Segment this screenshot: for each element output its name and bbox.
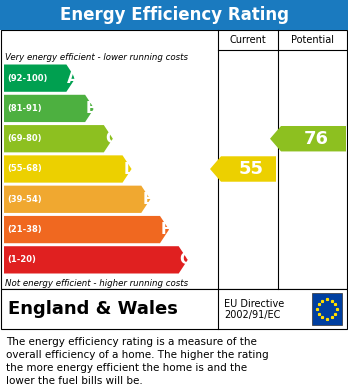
Text: Very energy efficient - lower running costs: Very energy efficient - lower running co… <box>5 53 188 62</box>
Text: (55-68): (55-68) <box>7 165 42 174</box>
Text: 2002/91/EC: 2002/91/EC <box>224 310 280 320</box>
Text: B: B <box>86 101 98 116</box>
Text: Potential: Potential <box>291 35 334 45</box>
Text: 55: 55 <box>239 160 264 178</box>
Polygon shape <box>4 125 113 152</box>
Text: (81-91): (81-91) <box>7 104 42 113</box>
Polygon shape <box>4 155 132 183</box>
Text: (1-20): (1-20) <box>7 255 36 264</box>
Text: The energy efficiency rating is a measure of the: The energy efficiency rating is a measur… <box>6 337 257 347</box>
Polygon shape <box>4 246 188 273</box>
Polygon shape <box>4 216 169 243</box>
Text: overall efficiency of a home. The higher the rating: overall efficiency of a home. The higher… <box>6 350 269 360</box>
Text: the more energy efficient the home is and the: the more energy efficient the home is an… <box>6 363 247 373</box>
Polygon shape <box>210 156 276 182</box>
Text: (69-80): (69-80) <box>7 134 41 143</box>
Bar <box>1 30 347 289</box>
Text: (39-54): (39-54) <box>7 195 42 204</box>
Text: Current: Current <box>230 35 266 45</box>
Bar <box>312 293 342 325</box>
Polygon shape <box>4 65 76 92</box>
Text: (21-38): (21-38) <box>7 225 42 234</box>
Polygon shape <box>4 186 150 213</box>
Text: England & Wales: England & Wales <box>8 300 178 318</box>
Text: 76: 76 <box>304 130 329 148</box>
Text: A: A <box>68 71 79 86</box>
Text: D: D <box>124 161 136 176</box>
Text: E: E <box>142 192 153 207</box>
Bar <box>0 0 348 30</box>
Polygon shape <box>4 95 94 122</box>
Text: Energy Efficiency Rating: Energy Efficiency Rating <box>60 6 288 24</box>
Text: G: G <box>180 252 192 267</box>
Text: lower the fuel bills will be.: lower the fuel bills will be. <box>6 376 143 386</box>
Text: EU Directive: EU Directive <box>224 299 284 309</box>
Text: F: F <box>161 222 171 237</box>
Bar <box>1 289 347 329</box>
Polygon shape <box>270 126 346 151</box>
Text: Not energy efficient - higher running costs: Not energy efficient - higher running co… <box>5 279 188 288</box>
Text: C: C <box>105 131 116 146</box>
Text: (92-100): (92-100) <box>7 74 47 83</box>
